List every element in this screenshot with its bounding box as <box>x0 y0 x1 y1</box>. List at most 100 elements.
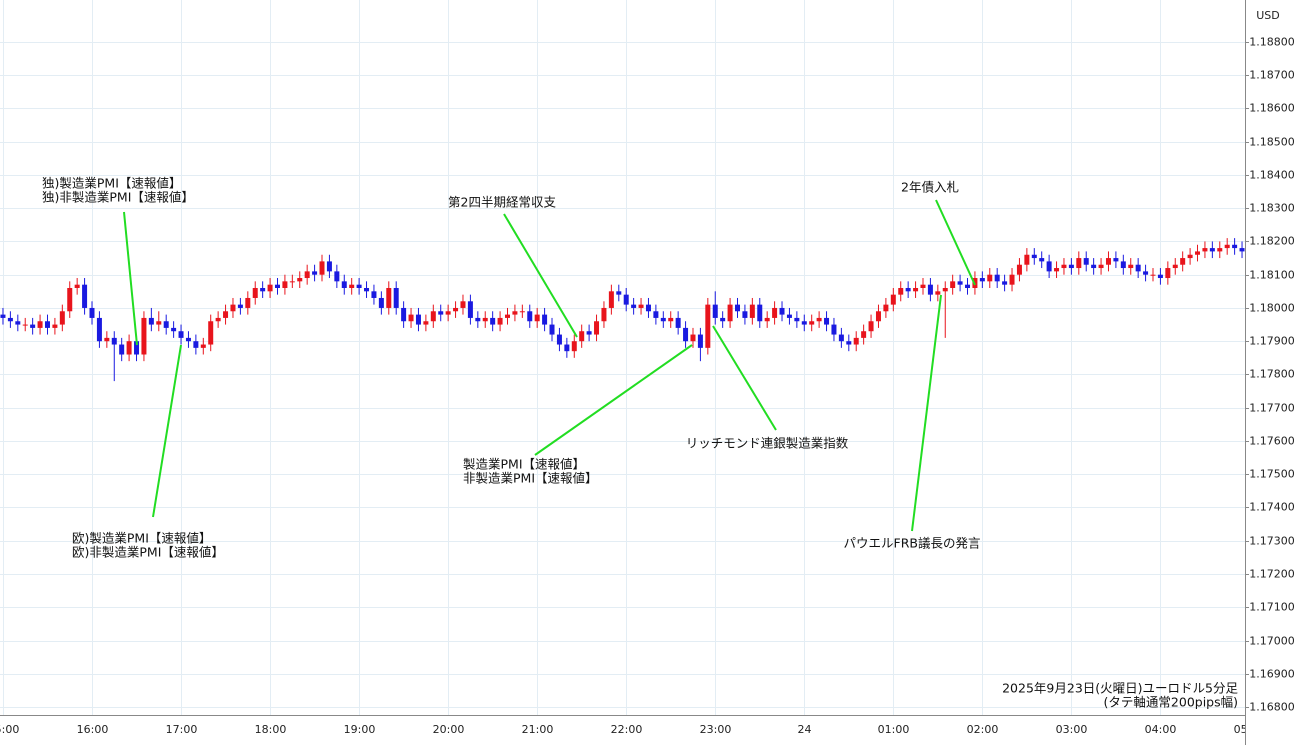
x-tick-label: 24 <box>798 723 812 736</box>
candle-body <box>89 307 95 318</box>
candle-body <box>705 304 711 348</box>
candle-body <box>185 337 191 342</box>
candle-body <box>319 261 325 275</box>
candle-body <box>1180 258 1186 265</box>
candle-body <box>7 317 13 322</box>
y-tick-label: 1.17600 <box>1249 435 1295 448</box>
candle-body <box>245 297 251 308</box>
x-tick-label: 17:00 <box>166 723 198 736</box>
candle-body <box>1224 244 1230 249</box>
candle-body <box>720 317 726 322</box>
y-tick-label: 1.17000 <box>1249 635 1295 648</box>
annotation-text: 欧)非製造業PMI【速報値】 <box>72 545 224 560</box>
candle-body <box>119 344 125 355</box>
candle-body <box>594 321 600 335</box>
candle-body <box>824 317 830 325</box>
candle-body <box>156 321 162 325</box>
candle-body <box>1150 274 1156 276</box>
candle-body <box>653 311 659 318</box>
candle-body <box>274 284 280 288</box>
candle-body <box>779 307 785 315</box>
y-tick-label: 1.17100 <box>1249 601 1295 614</box>
candle-body <box>512 311 518 315</box>
candle-body <box>141 317 147 355</box>
candle-body <box>542 314 548 325</box>
candle-body <box>1172 264 1178 269</box>
candle-body <box>868 321 874 332</box>
annotation-text: 第2四半期経常収支 <box>448 195 556 210</box>
candle-body <box>1076 258 1082 269</box>
candle-body <box>252 287 258 298</box>
candle-body <box>1128 264 1134 269</box>
candle-body <box>668 317 674 322</box>
y-tick-label: 1.18400 <box>1249 169 1295 182</box>
candle-body <box>690 334 696 342</box>
annotations: 独)製造業PMI【速報値】独)非製造業PMI【速報値】欧)製造業PMI【速報値】… <box>42 176 1238 710</box>
candle-body <box>883 304 889 312</box>
candle-body <box>957 281 963 285</box>
x-tick-label: 22:00 <box>611 723 643 736</box>
candle-body <box>59 311 65 325</box>
candle-body <box>282 281 288 288</box>
candle-body <box>1105 258 1111 265</box>
candle-body <box>616 291 622 295</box>
y-tick-label: 1.17700 <box>1249 402 1295 415</box>
candle-body <box>898 287 904 295</box>
candle-body <box>408 314 414 322</box>
candle-body <box>208 321 214 345</box>
candle-body <box>1009 274 1015 285</box>
annotation-leader <box>503 213 578 338</box>
candle-body <box>1083 258 1089 265</box>
candle-body <box>742 311 748 318</box>
candle-body <box>326 261 332 272</box>
x-tick-label: 05:00 <box>1234 723 1266 736</box>
candle-body <box>994 274 1000 282</box>
candle-body <box>913 287 919 292</box>
candle-body <box>816 317 822 322</box>
footnote: (タテ軸通常200pips幅) <box>1104 695 1238 710</box>
candle-body <box>831 324 837 335</box>
candle-body <box>846 341 852 345</box>
candle-body <box>215 317 221 322</box>
y-tick-label: 1.17200 <box>1249 568 1295 581</box>
candle-body <box>423 321 429 325</box>
x-tick-label: 15:00 <box>0 723 19 736</box>
candle-body <box>371 291 377 298</box>
candle-body <box>890 294 896 305</box>
footnote: 2025年9月23日(火曜日)ユーロドル5分足 <box>1002 681 1238 696</box>
x-tick-label: 04:00 <box>1145 723 1177 736</box>
candle-body <box>1113 258 1119 262</box>
annotation-text: リッチモンド連銀製造業指数 <box>686 436 849 451</box>
candle-body <box>104 337 110 342</box>
candle-body <box>134 341 140 355</box>
candle-body <box>564 344 570 352</box>
y-tick-label: 1.17500 <box>1249 468 1295 481</box>
candle-body <box>415 314 421 325</box>
candle-body <box>1217 248 1223 252</box>
candle-body <box>96 317 102 342</box>
y-tick-label: 1.18000 <box>1249 302 1295 315</box>
candle-body <box>638 304 644 308</box>
candle-body <box>334 271 340 282</box>
x-tick-label: 18:00 <box>255 723 287 736</box>
candle-body <box>838 334 844 342</box>
annotation-text: 非製造業PMI【速報値】 <box>463 471 598 486</box>
candle-body <box>430 311 436 322</box>
candle-body <box>675 317 681 328</box>
candle-body <box>497 317 503 325</box>
y-tick-label: 1.18800 <box>1249 36 1295 49</box>
candle-body <box>475 317 481 322</box>
x-tick-label: 20:00 <box>433 723 465 736</box>
candle-body <box>223 311 229 318</box>
candle-body <box>749 304 755 318</box>
y-tick-label: 1.18300 <box>1249 202 1295 215</box>
candle-body <box>1239 248 1245 252</box>
candle-body <box>601 307 607 322</box>
candle-body <box>82 284 88 308</box>
annotation-leader <box>911 294 942 532</box>
candle-body <box>304 271 310 279</box>
candle-body <box>549 324 555 335</box>
y-tick-label: 1.18100 <box>1249 269 1295 282</box>
